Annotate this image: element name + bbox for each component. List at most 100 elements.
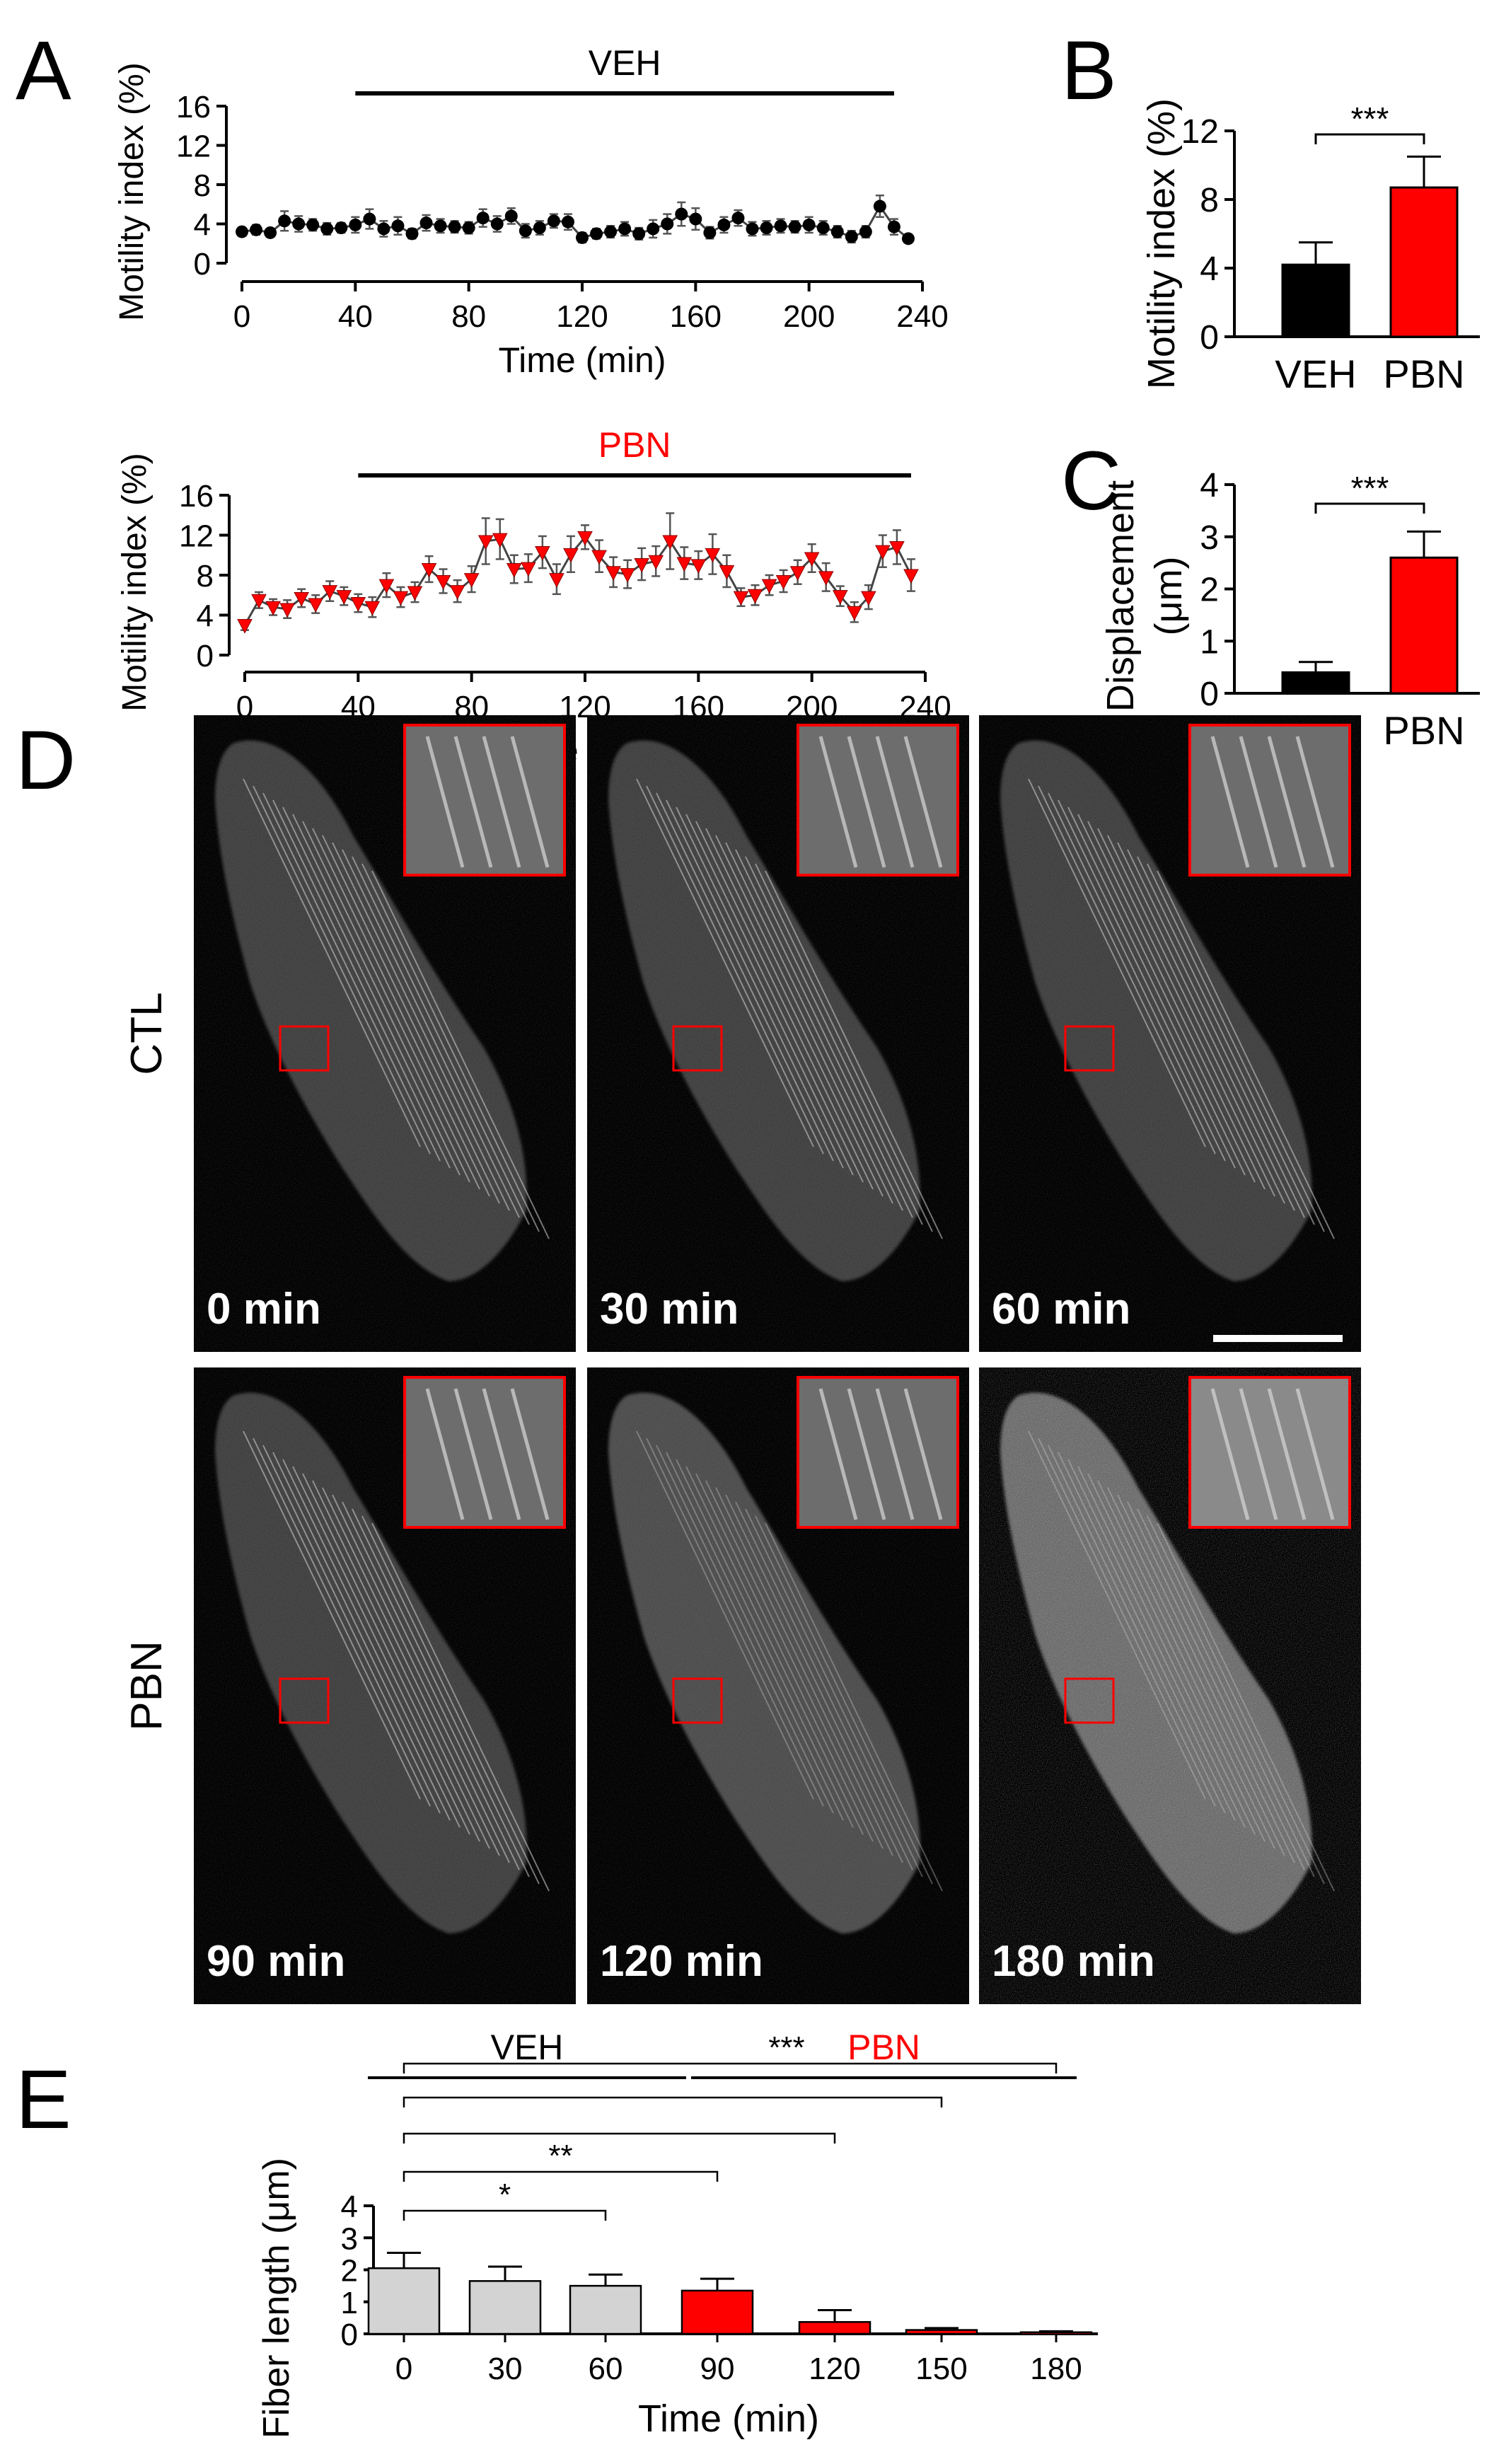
micrograph-panel: 30 min	[587, 715, 969, 1352]
data-point	[322, 585, 338, 600]
data-point	[292, 217, 306, 231]
inset-fiber	[1210, 1388, 1250, 1520]
data-point	[279, 603, 295, 618]
roi-box	[672, 1025, 723, 1072]
data-point	[662, 535, 678, 550]
data-point	[434, 219, 447, 233]
group-label: VEH	[491, 2028, 564, 2067]
y-tick-label: 3	[341, 2221, 358, 2256]
bar	[468, 2280, 542, 2335]
inset-fiber	[425, 736, 465, 868]
inset-fiber	[847, 1388, 886, 1520]
inset-fiber	[1210, 736, 1250, 868]
axes	[216, 105, 924, 291]
data-point	[859, 225, 872, 238]
timepoint-label: 90 min	[207, 1937, 345, 1986]
inset-fiber	[875, 1388, 915, 1520]
data-point	[250, 223, 263, 236]
inset-fibers	[1210, 736, 1335, 868]
inset-fiber	[1239, 736, 1278, 868]
timepoint-label: 180 min	[992, 1937, 1155, 1986]
category-label: PBN	[1383, 352, 1464, 396]
data-point	[563, 548, 579, 563]
data-point	[719, 565, 735, 580]
data-point	[818, 571, 834, 586]
inset-fiber	[847, 736, 886, 868]
treatment-label: PBN	[598, 425, 671, 465]
bar	[367, 2267, 441, 2335]
data-point	[265, 601, 281, 616]
x-tick-label: 0	[395, 2352, 412, 2386]
panel-letter-a: A	[16, 24, 71, 117]
data-point	[703, 226, 717, 239]
data-point	[620, 568, 635, 583]
data-point	[873, 199, 886, 213]
significance-bracket	[1314, 502, 1425, 514]
y-tick-label: 4	[1200, 467, 1219, 504]
x-tick-label: 180	[1030, 2352, 1082, 2386]
x-tick-label: 0	[233, 299, 250, 334]
data-point	[675, 207, 688, 221]
significance-label: ***	[1351, 100, 1389, 137]
data-point	[350, 597, 366, 612]
data-point	[519, 224, 532, 238]
x-tick-label: 240	[896, 299, 948, 334]
data-point	[492, 533, 508, 548]
data-point	[308, 598, 324, 613]
data-point	[789, 566, 806, 581]
data-point	[747, 589, 763, 604]
bar	[1389, 186, 1459, 338]
y-axis-label: Fiber length (μm)	[256, 2158, 297, 2439]
data-point	[391, 219, 405, 233]
data-point	[689, 212, 702, 226]
bar	[905, 2329, 978, 2335]
data-point	[816, 221, 830, 235]
inset-fiber	[1267, 736, 1307, 868]
data-point	[377, 222, 390, 236]
inset-fiber	[425, 1388, 465, 1520]
timepoint-label: 30 min	[600, 1285, 739, 1334]
bar	[798, 2321, 872, 2335]
timepoint-label: 0 min	[207, 1285, 321, 1334]
x-tick-label: 120	[556, 299, 608, 334]
inset-fiber	[482, 736, 521, 868]
significance-bracket	[403, 2170, 719, 2182]
data-point	[335, 221, 348, 235]
x-tick-label: 90	[700, 2352, 735, 2386]
data-point	[449, 585, 465, 600]
data-point	[802, 218, 816, 231]
data-point	[251, 594, 267, 609]
inset-fiber	[510, 736, 550, 868]
y-tick-label: 1	[341, 2286, 358, 2320]
data-point	[591, 550, 607, 565]
micrograph-panel: 60 min	[979, 715, 1361, 1352]
panel-letter-c: C	[1061, 434, 1121, 528]
y-tick-label: 8	[197, 559, 214, 594]
data-point	[901, 232, 915, 245]
x-axis-label: Time (min)	[638, 2398, 819, 2440]
data-point	[634, 557, 649, 573]
y-tick-label: 4	[194, 208, 211, 243]
inset-fiber	[453, 1388, 493, 1520]
data-point	[521, 562, 536, 577]
data-point	[861, 591, 876, 606]
x-tick-label: 200	[783, 299, 835, 334]
y-tick-label: 0	[1200, 319, 1219, 357]
bar	[569, 2284, 642, 2335]
data-point	[506, 563, 522, 578]
data-point	[746, 222, 759, 236]
data-point	[832, 590, 848, 605]
panel-d-micrographs: 0 min 30 min 60 min 90 min 120 min 180 min CTL…	[122, 715, 1361, 2004]
y-axis-label: Motility index (%)	[1140, 98, 1183, 389]
y-tick-label: 0	[194, 247, 211, 282]
inset-fiber	[510, 1388, 550, 1520]
data-point	[364, 601, 381, 616]
timepoint-label: 60 min	[992, 1285, 1130, 1334]
significance-label: *	[499, 2177, 511, 2212]
x-tick-label: 120	[809, 2352, 860, 2386]
data-point	[676, 557, 693, 572]
data-point	[887, 220, 901, 233]
data-point	[463, 573, 480, 588]
data-point	[393, 591, 409, 606]
